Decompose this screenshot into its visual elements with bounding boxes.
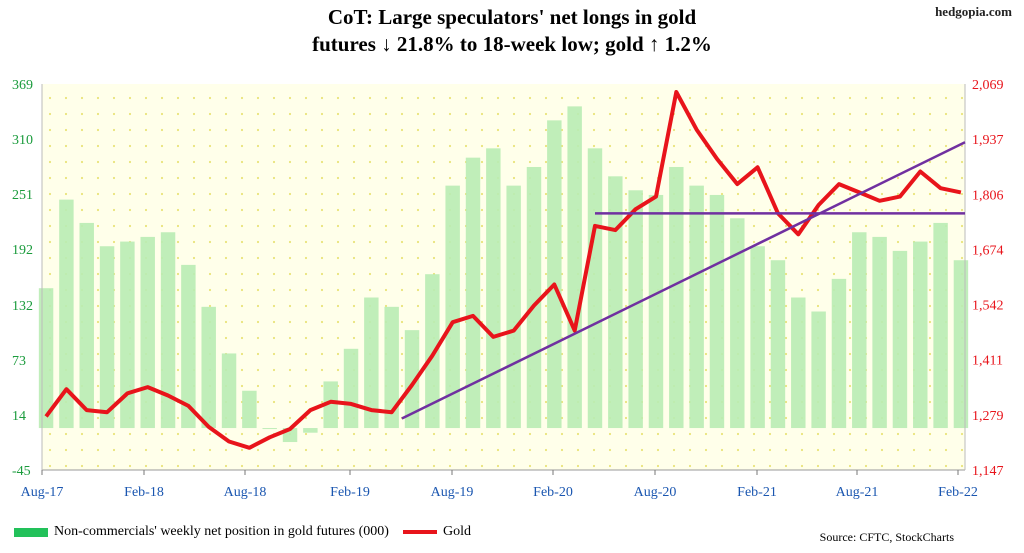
x-axis-tick-label: Aug-18 <box>224 485 267 500</box>
x-axis-tick-label: Aug-19 <box>431 485 474 500</box>
left-axis-tick-label: 310 <box>12 133 33 148</box>
position-bar <box>953 260 969 429</box>
position-bar <box>343 348 359 429</box>
legend-bar-label: Non-commercials' weekly net position in … <box>54 524 389 539</box>
left-axis-tick-label: 73 <box>12 354 26 369</box>
left-axis-tick-label: 192 <box>12 243 33 258</box>
position-bar <box>892 250 908 429</box>
position-bar <box>933 222 948 429</box>
right-axis-tick-label: 1,806 <box>972 188 1004 203</box>
position-bar <box>303 428 318 433</box>
position-bar <box>425 274 440 429</box>
position-bar <box>547 120 562 429</box>
position-bar <box>201 306 216 429</box>
left-axis-tick-label: 369 <box>12 78 33 93</box>
chart-title-line-2: futures ↓ 21.8% to 18-week low; gold ↑ 1… <box>312 32 712 56</box>
position-bar <box>587 148 603 429</box>
chart-title-line-1: CoT: Large speculators' net longs in gol… <box>327 5 697 29</box>
legend-line-swatch <box>402 530 437 534</box>
left-axis-tick-label: 251 <box>12 188 33 203</box>
right-axis-tick-label: 1,937 <box>972 133 1004 148</box>
position-bar <box>364 297 379 429</box>
position-bar <box>59 199 74 429</box>
chart-title: CoT: Large speculators' net longs in gol… <box>0 4 1024 58</box>
x-axis-tick-label: Feb-21 <box>737 485 777 500</box>
position-bar <box>526 166 542 429</box>
legend-bar-swatch <box>14 527 48 537</box>
position-bar <box>120 241 135 429</box>
position-bar <box>384 306 399 429</box>
position-bar <box>404 330 420 429</box>
bar-series <box>38 84 969 470</box>
position-bar <box>99 246 115 429</box>
position-bar <box>465 157 481 429</box>
position-bar <box>811 311 826 429</box>
right-axis-tick-label: 1,674 <box>972 243 1004 258</box>
left-axis-tick-label: 14 <box>12 409 26 424</box>
right-axis-tick-label: 1,411 <box>972 354 1003 369</box>
position-bar <box>486 148 501 429</box>
right-axis-tick-label: 1,542 <box>972 299 1004 314</box>
position-bar <box>831 278 847 429</box>
position-bar <box>648 194 664 429</box>
x-axis-tick-label: Aug-20 <box>634 485 677 500</box>
legend-line-label: Gold <box>442 524 471 539</box>
source-note: Source: CFTC, StockCharts <box>819 530 954 544</box>
position-bar <box>709 194 725 429</box>
position-bar <box>872 236 887 429</box>
position-bar <box>628 190 643 429</box>
legend: Non-commercials' weekly net position in … <box>14 524 471 540</box>
left-axis-tick-label: 132 <box>12 299 33 314</box>
right-axis-tick-label: 1,279 <box>972 409 1004 424</box>
position-bar <box>791 297 806 429</box>
position-bar <box>730 218 745 429</box>
position-bar <box>750 246 765 429</box>
left-axis-tick-label: -45 <box>12 464 31 479</box>
right-axis-tick-label: 1,147 <box>972 464 1004 479</box>
rising-trend-line <box>401 141 966 420</box>
x-axis-tick-label: Aug-17 <box>21 485 64 500</box>
x-axis-tick-label: Feb-19 <box>330 485 370 500</box>
position-bar <box>140 236 155 429</box>
position-bar <box>608 176 623 429</box>
position-bar <box>852 232 867 429</box>
position-bar <box>506 185 521 429</box>
position-bar <box>669 166 684 429</box>
site-watermark: hedgopia.com <box>935 4 1012 19</box>
position-bar <box>242 390 257 429</box>
position-bar <box>770 260 786 429</box>
x-axis-tick-label: Feb-18 <box>124 485 164 500</box>
position-bar <box>160 232 176 429</box>
position-bar <box>323 381 338 429</box>
x-axis-tick-label: Feb-22 <box>938 485 978 500</box>
position-bar <box>181 264 196 429</box>
position-bar <box>913 241 928 429</box>
right-axis-tick-label: 2,069 <box>972 78 1004 93</box>
line-series <box>44 90 966 450</box>
position-bar <box>445 185 460 429</box>
position-bar <box>689 185 704 429</box>
position-bar <box>262 428 277 430</box>
position-bar <box>221 353 237 429</box>
axes: -45 14 73 132 192 251 310 369 1,147 1,279 1,411 1,5… <box>12 78 1004 500</box>
position-bar <box>567 106 582 429</box>
x-axis-tick-label: Feb-20 <box>533 485 573 500</box>
position-bar <box>79 222 94 429</box>
plot-dot-grid <box>42 84 965 470</box>
x-axis-tick-label: Aug-21 <box>836 485 879 500</box>
